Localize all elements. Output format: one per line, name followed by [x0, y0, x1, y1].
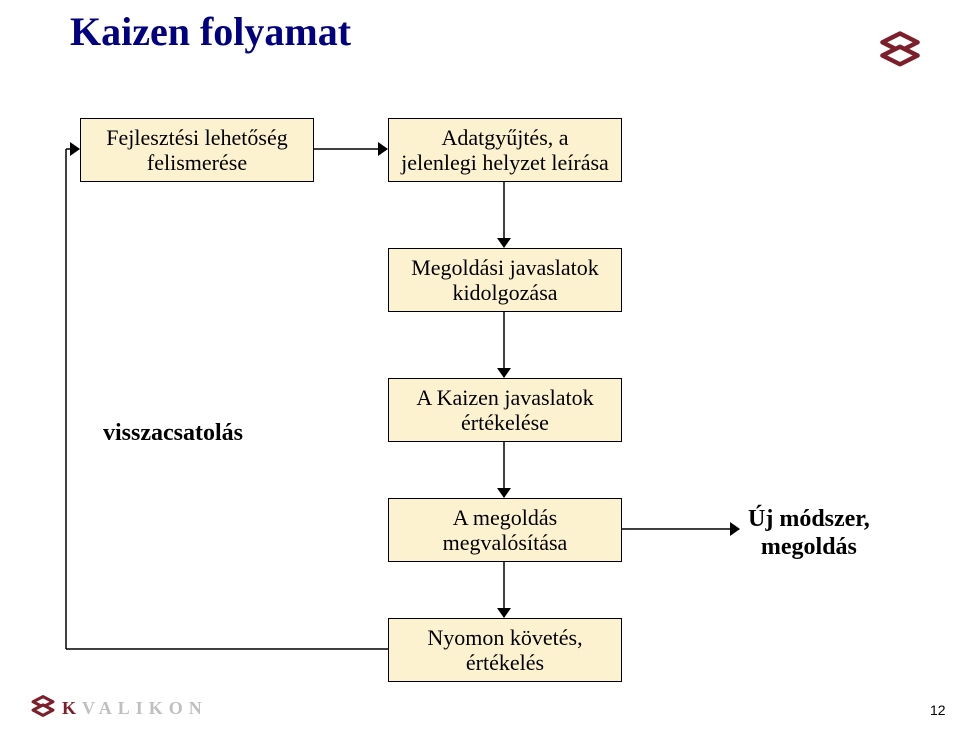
flow-node-label: Fejlesztési lehetőségfelismerése: [106, 125, 287, 176]
flow-node-label: A Kaizen javaslatokértékelése: [416, 385, 593, 436]
flow-node-n2: Adatgyűjtés, ajelenlegi helyzet leírása: [388, 118, 622, 182]
flow-node-n6: Nyomon követés,értékelés: [388, 618, 622, 682]
slide-stage: Kaizen folyamat KVALIKON 12 Fejlesztési …: [0, 0, 960, 729]
footer-logo-icon: [30, 694, 56, 720]
footer-brand-letter: A: [99, 698, 118, 718]
footer-brand-letter: I: [136, 698, 149, 718]
flow-node-label: Adatgyűjtés, ajelenlegi helyzet leírása: [401, 125, 609, 176]
footer-brand: [30, 694, 56, 725]
footer-brand-letter: L: [118, 698, 136, 718]
footer-brand-letter: N: [189, 698, 208, 718]
footer-brand-text: KVALIKON: [62, 698, 208, 719]
flow-node-label: Nyomon követés,értékelés: [427, 625, 582, 676]
footer-brand-letter: V: [82, 698, 99, 718]
page-number: 12: [930, 702, 946, 718]
flow-node-n5: A megoldásmegvalósítása: [388, 498, 622, 562]
flow-node-n3: Megoldási javaslatokkidolgozása: [388, 248, 622, 312]
flow-node-n1: Fejlesztési lehetőségfelismerése: [80, 118, 314, 182]
footer-brand-letter: K: [62, 698, 82, 718]
flow-node-n4: A Kaizen javaslatokértékelése: [388, 378, 622, 442]
text-label-feedback: visszacsatolás: [103, 420, 243, 448]
footer-brand-letter: O: [169, 698, 189, 718]
flow-node-label: A megoldásmegvalósítása: [443, 505, 568, 556]
footer-brand-letter: K: [149, 698, 169, 718]
flow-node-label: Megoldási javaslatokkidolgozása: [411, 255, 599, 306]
text-label-output: Új módszer,megoldás: [748, 506, 870, 561]
